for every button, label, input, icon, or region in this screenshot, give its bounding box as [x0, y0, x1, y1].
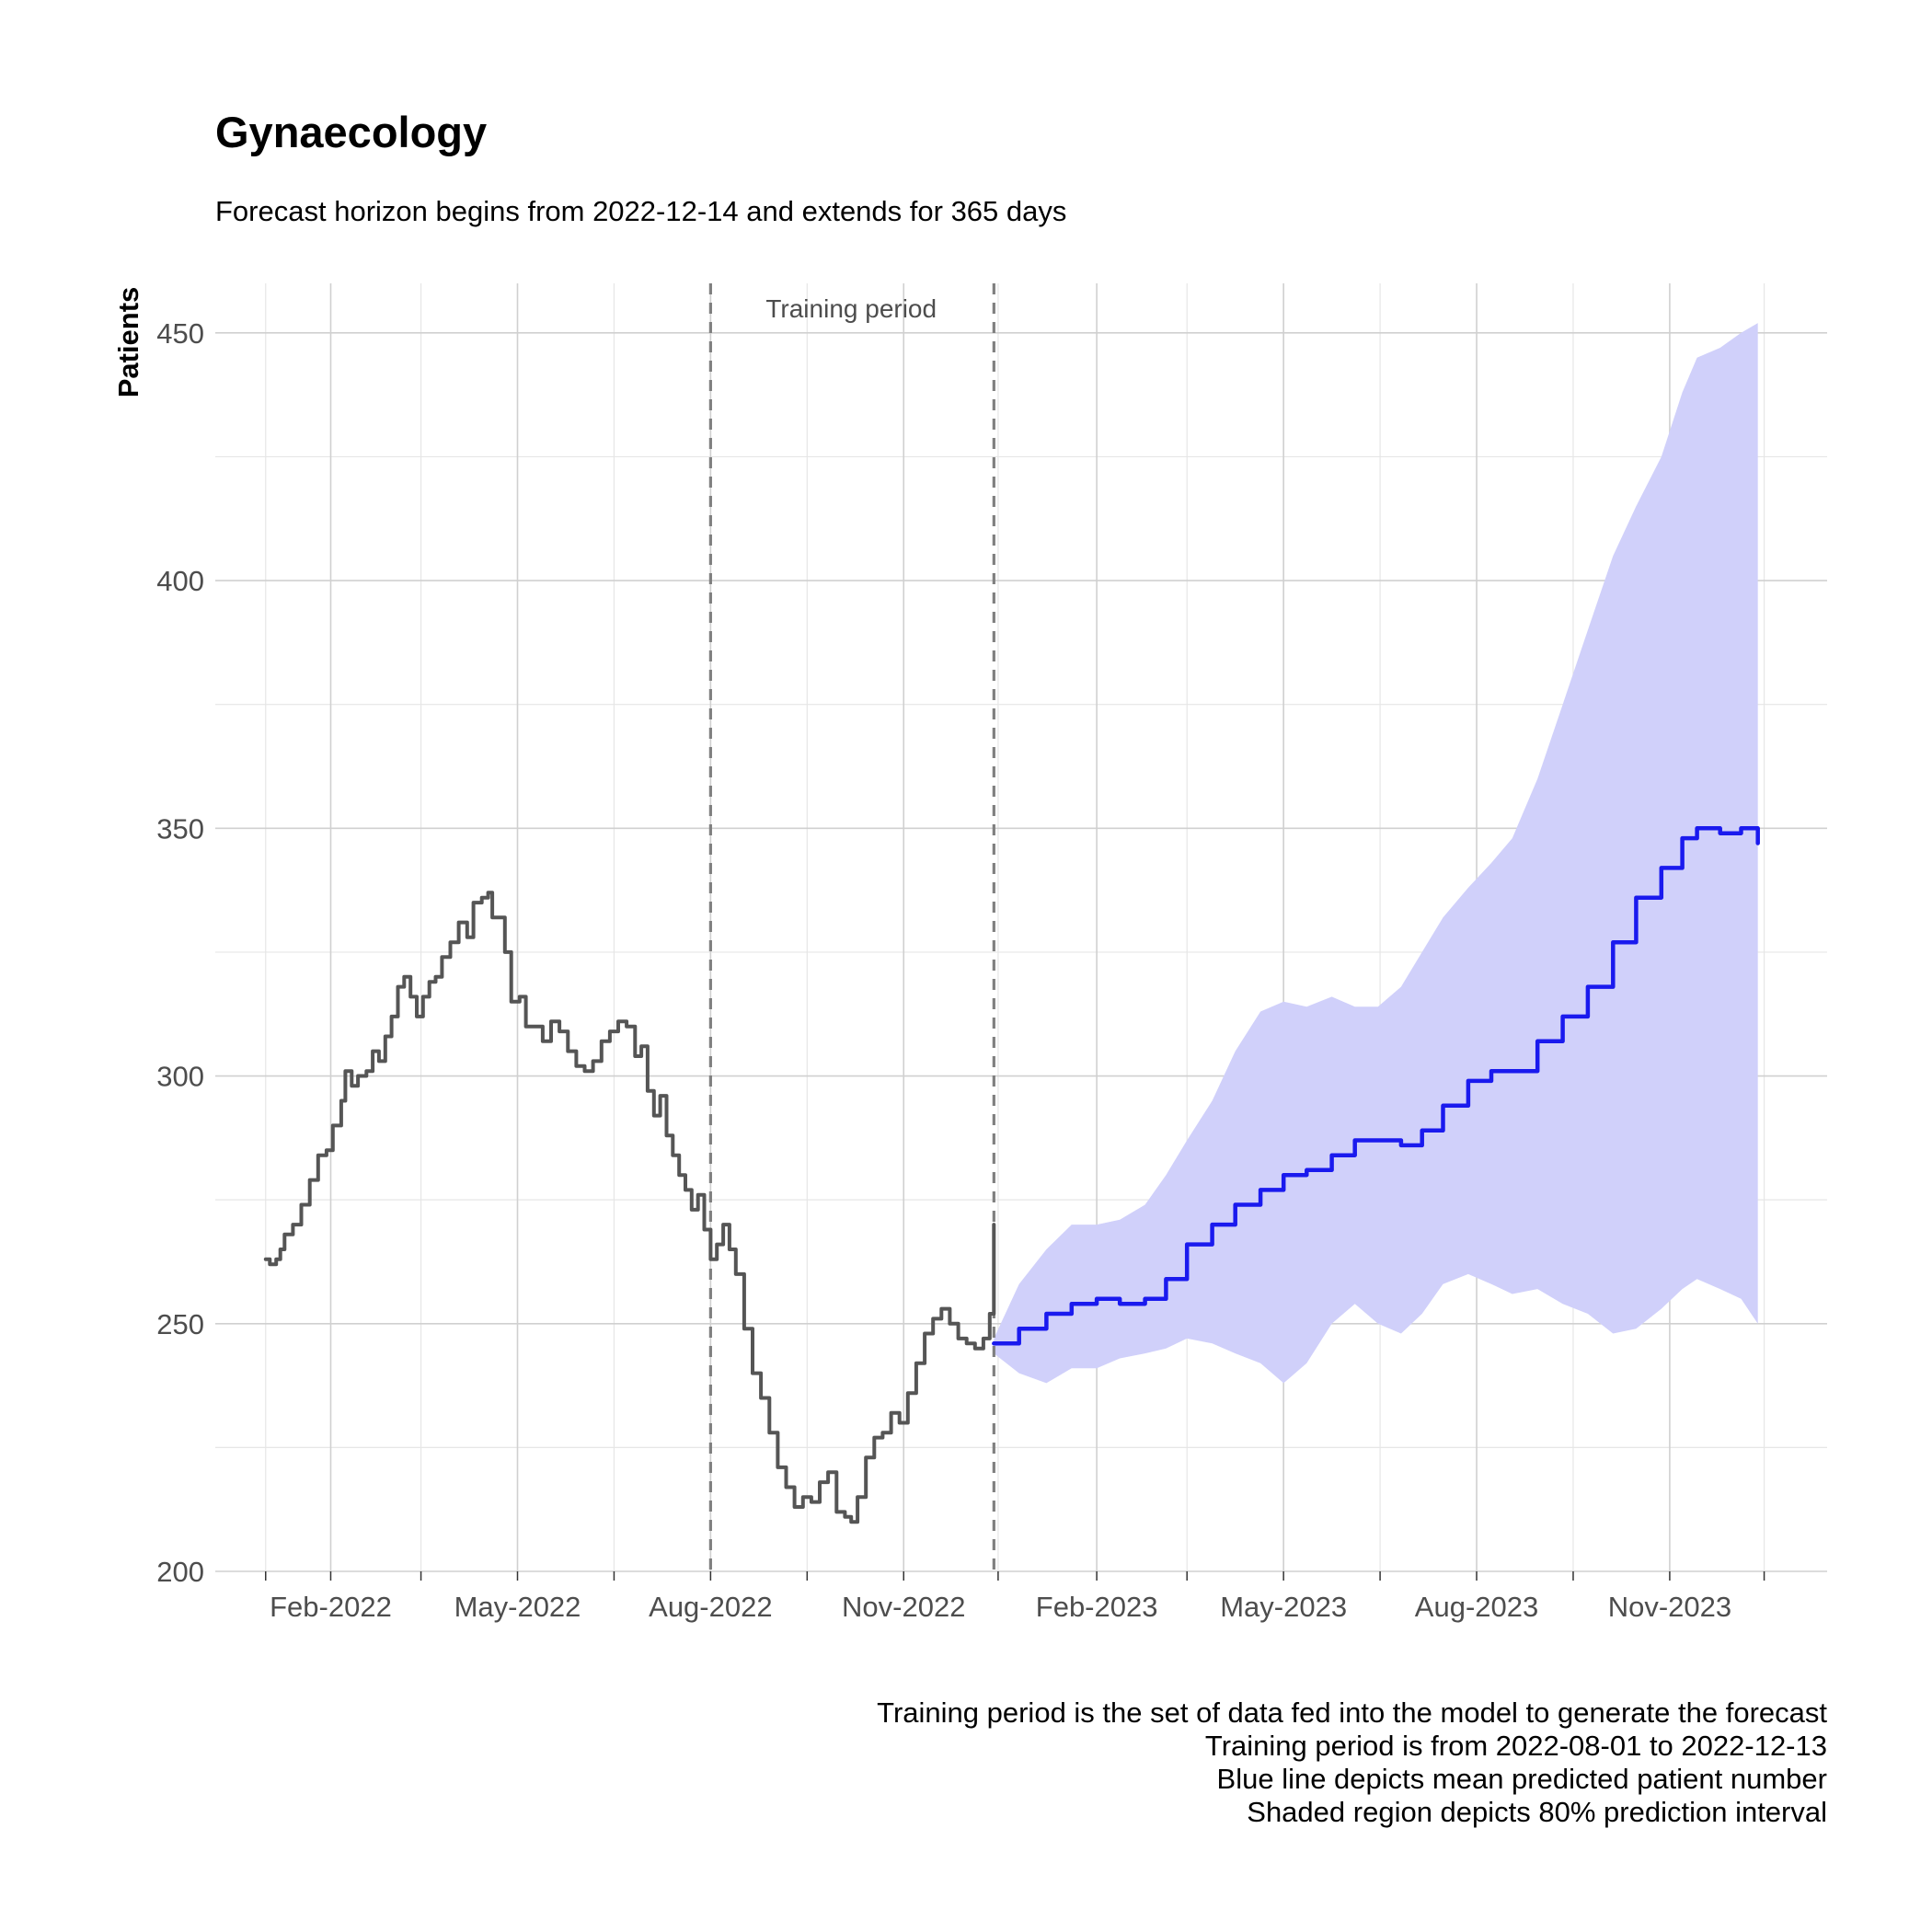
x-tick-label: Aug-2022 — [649, 1591, 772, 1623]
x-tick-label: Nov-2022 — [842, 1591, 965, 1623]
caption-line: Training period is the set of data fed i… — [877, 1696, 1827, 1729]
y-tick-label: 400 — [156, 565, 204, 597]
chart-caption: Training period is the set of data fed i… — [877, 1696, 1827, 1828]
chart-title: Gynaecology — [215, 108, 487, 156]
chart-subtitle: Forecast horizon begins from 2022-12-14 … — [215, 195, 1066, 227]
x-tick-label: May-2022 — [454, 1591, 581, 1623]
y-tick-label: 450 — [156, 317, 204, 350]
y-tick-label: 300 — [156, 1061, 204, 1093]
x-tick-label: Feb-2022 — [270, 1591, 392, 1623]
x-tick-label: Nov-2023 — [1608, 1591, 1731, 1623]
prediction-interval-band — [994, 323, 1758, 1384]
y-axis-label: Patients — [112, 287, 144, 398]
observed-series-line — [263, 891, 996, 1524]
y-tick-label: 350 — [156, 812, 204, 845]
plot-panel: Training period 200 250 300 350 400 450 Feb-202… — [156, 283, 1827, 1623]
x-tick-label: May-2023 — [1220, 1591, 1347, 1623]
caption-line: Training period is from 2022-08-01 to 20… — [1205, 1730, 1827, 1762]
mean-forecast-line — [992, 826, 1760, 1346]
y-tick-label: 200 — [156, 1556, 204, 1588]
x-tick-label: Aug-2023 — [1415, 1591, 1538, 1623]
y-tick-label: 250 — [156, 1308, 204, 1340]
training-period-label: Training period — [765, 294, 937, 323]
caption-line: Blue line depicts mean predicted patient… — [1217, 1763, 1827, 1795]
caption-line: Shaded region depicts 80% prediction int… — [1247, 1796, 1827, 1828]
x-tick-label: Feb-2023 — [1036, 1591, 1158, 1623]
